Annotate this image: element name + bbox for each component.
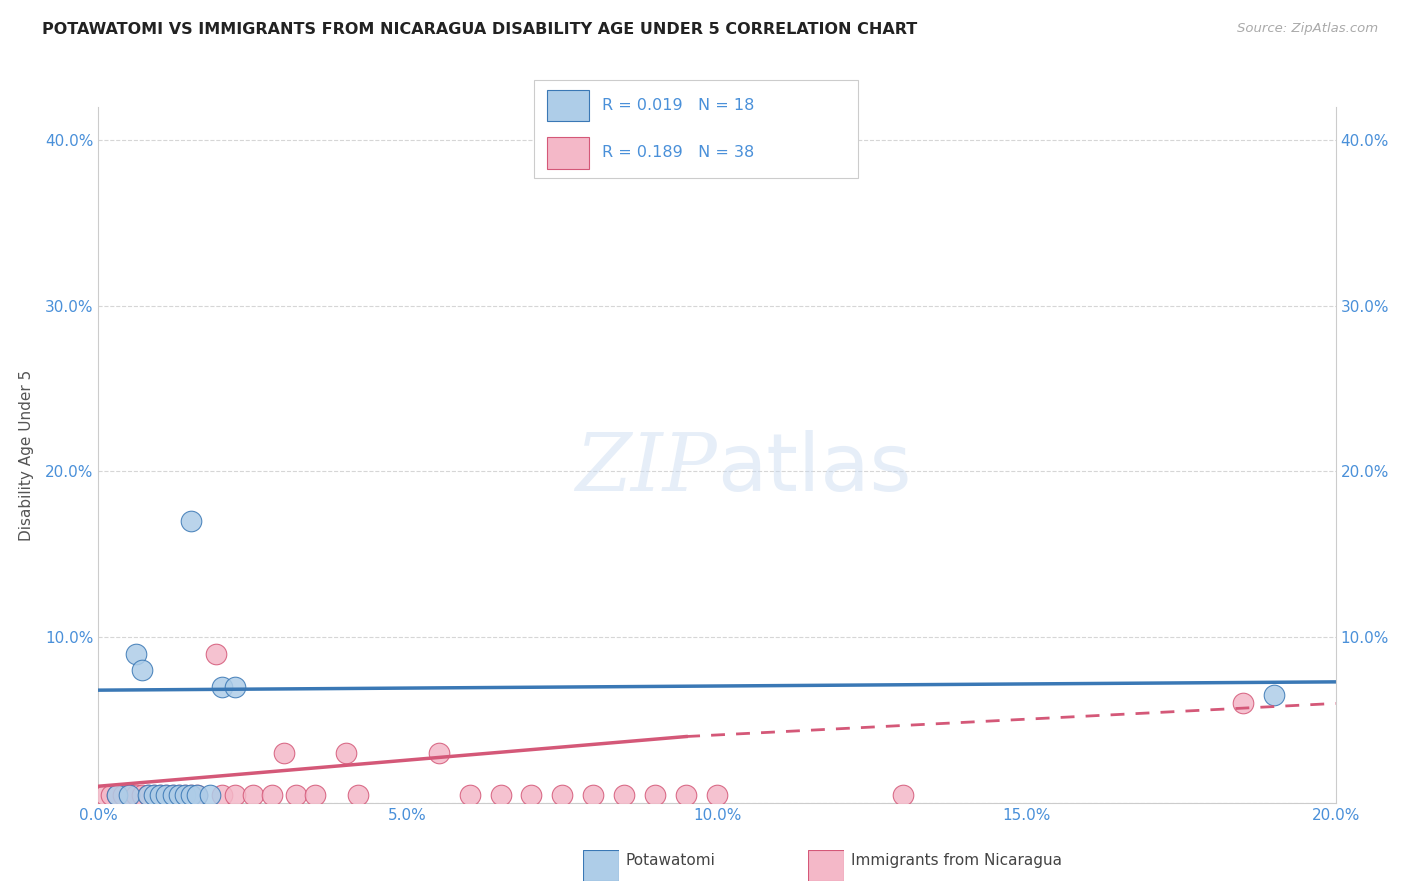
Point (1232, 697, 1254, 711)
Point (180, 788, 202, 802)
Point (180, 788, 202, 802)
Point (155, 788, 177, 802)
Point (205, 647, 228, 661)
Point (224, 680, 246, 694)
Point (174, 788, 197, 802)
Point (489, 788, 512, 802)
Point (131, 663, 153, 677)
Text: ZIP: ZIP (575, 430, 717, 508)
Y-axis label: Disability Age Under 5: Disability Age Under 5 (18, 369, 34, 541)
Point (458, 788, 481, 802)
Point (186, 788, 208, 802)
Point (149, 788, 172, 802)
Point (582, 788, 605, 802)
Point (149, 788, 172, 802)
Point (167, 788, 190, 802)
Point (520, 788, 543, 802)
Point (143, 788, 166, 802)
Point (174, 788, 197, 802)
Point (155, 788, 177, 802)
Point (124, 647, 146, 661)
Point (136, 788, 159, 802)
Point (242, 788, 264, 802)
Text: R = 0.189   N = 38: R = 0.189 N = 38 (602, 145, 755, 161)
Point (706, 788, 728, 802)
Text: POTAWATOMI VS IMMIGRANTS FROM NICARAGUA DISABILITY AGE UNDER 5 CORRELATION CHART: POTAWATOMI VS IMMIGRANTS FROM NICARAGUA … (42, 22, 918, 37)
Point (644, 788, 666, 802)
Point (143, 788, 166, 802)
Text: atlas: atlas (717, 430, 911, 508)
Point (427, 746, 450, 760)
Point (335, 746, 357, 760)
Point (613, 788, 636, 802)
Point (93, 788, 115, 802)
Point (551, 788, 574, 802)
FancyBboxPatch shape (583, 850, 619, 881)
Point (891, 788, 914, 802)
FancyBboxPatch shape (534, 80, 858, 178)
Point (162, 788, 184, 802)
Point (198, 788, 221, 802)
Point (162, 788, 184, 802)
Point (260, 788, 283, 802)
Point (167, 788, 190, 802)
Point (304, 788, 326, 802)
Point (124, 788, 146, 802)
Point (118, 788, 141, 802)
Point (136, 788, 159, 802)
FancyBboxPatch shape (808, 850, 844, 881)
Point (211, 788, 233, 802)
Point (105, 788, 128, 802)
Point (211, 680, 233, 694)
Point (131, 788, 153, 802)
Point (675, 788, 697, 802)
Text: Potawatomi: Potawatomi (626, 854, 716, 868)
Point (347, 788, 370, 802)
Point (118, 788, 141, 802)
Point (100, 788, 122, 802)
Point (112, 788, 135, 802)
Point (1263, 688, 1285, 702)
Point (273, 746, 295, 760)
Text: Source: ZipAtlas.com: Source: ZipAtlas.com (1237, 22, 1378, 36)
Point (224, 788, 246, 802)
Point (285, 788, 308, 802)
Text: Immigrants from Nicaragua: Immigrants from Nicaragua (851, 854, 1062, 868)
Point (180, 514, 202, 528)
Text: R = 0.019   N = 18: R = 0.019 N = 18 (602, 98, 755, 113)
FancyBboxPatch shape (547, 137, 589, 169)
FancyBboxPatch shape (547, 90, 589, 121)
Point (186, 788, 208, 802)
Point (105, 788, 128, 802)
